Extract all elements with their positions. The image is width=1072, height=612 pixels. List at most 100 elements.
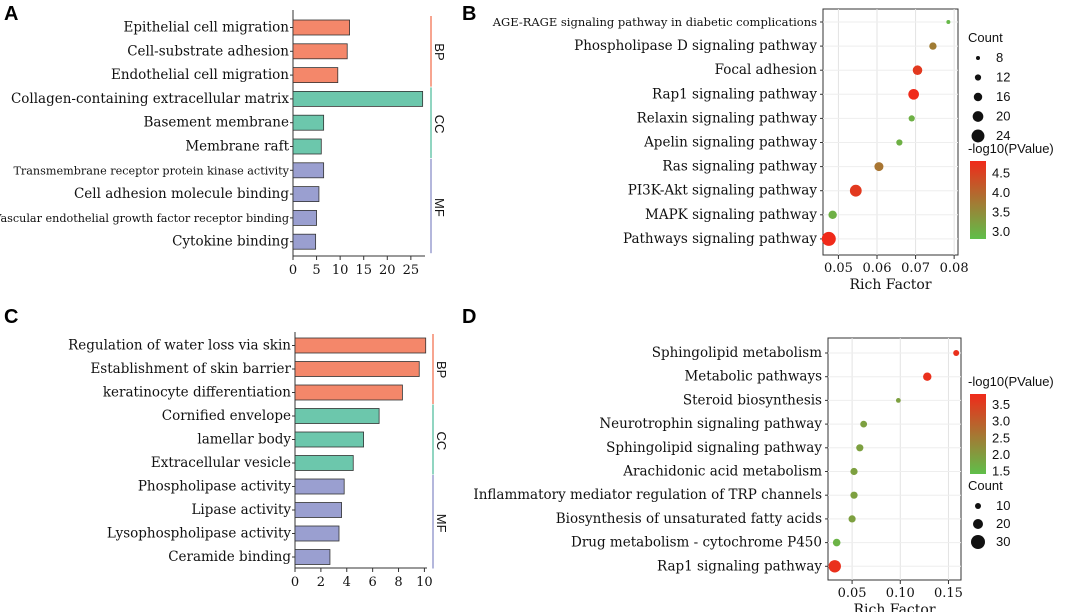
- bar: [292, 114, 325, 131]
- category-label: Vascular endothelial growth factor recep…: [0, 212, 289, 225]
- bubble-point: [874, 162, 884, 172]
- pathway-label: Ras signaling pathway: [662, 159, 817, 175]
- size-legend-title: Count: [968, 478, 1003, 493]
- pathway-label: Rap1 signaling pathway: [652, 86, 817, 102]
- bar: [292, 186, 320, 203]
- size-legend-dot: [974, 74, 982, 81]
- bubble-point: [821, 231, 836, 246]
- plot-area: [827, 337, 962, 581]
- color-legend-label: 2.0: [992, 447, 1010, 462]
- x-tick-label: 0.08: [940, 261, 969, 276]
- x-axis-title: Rich Factor: [853, 602, 935, 612]
- x-tick-label: 0.10: [886, 586, 915, 601]
- chart-a-go-enrichment-bar: 0 5 10 15 20 25 Epithelial cell migration Cell-…: [0, 10, 447, 278]
- size-legend-label: 20: [996, 109, 1010, 124]
- bar: [292, 162, 325, 179]
- pathway-label: Biosynthesis of unsaturated fatty acids: [556, 511, 822, 527]
- category-label: Cell-substrate adhesion: [127, 43, 289, 59]
- category-label: Cornified envelope: [162, 408, 291, 424]
- pathway-label: Drug metabolism - cytochrome P450: [571, 535, 822, 551]
- size-legend-dot: [973, 519, 983, 529]
- color-legend-label: 4.5: [992, 166, 1010, 181]
- bubble-point: [923, 372, 932, 381]
- color-legend-label: 3.0: [992, 414, 1010, 429]
- bar: [294, 525, 340, 542]
- x-tick-label: 4: [343, 575, 351, 590]
- category-label: keratinocyte differentiation: [103, 385, 291, 401]
- size-legend-dot: [972, 111, 984, 122]
- color-legend-label: 2.5: [992, 430, 1010, 445]
- pathway-label: AGE-RAGE signaling pathway in diabetic c…: [492, 15, 817, 29]
- bubble-point: [832, 538, 841, 547]
- category-label: Lipase activity: [191, 502, 291, 518]
- category-label: Membrane raft: [185, 139, 289, 155]
- pathway-label: Phospholipase D signaling pathway: [574, 38, 817, 54]
- x-tick-label: 5: [312, 263, 320, 278]
- bar: [294, 455, 354, 471]
- color-legend-gradient: [970, 394, 986, 474]
- color-legend-title: -log10(PValue): [968, 374, 1054, 389]
- category-label: Phospholipase activity: [138, 479, 292, 495]
- group-label: MF: [434, 514, 449, 533]
- bar: [294, 361, 420, 377]
- bubble-point: [895, 398, 901, 403]
- x-tick-label: 10: [332, 263, 349, 278]
- color-legend-label: 3.0: [992, 224, 1010, 239]
- panel-label-a: A: [4, 3, 18, 25]
- bubble-point: [850, 467, 858, 476]
- pathway-label: Focal adhesion: [715, 62, 818, 78]
- color-legend-label: 3.5: [992, 397, 1010, 412]
- bar: [294, 408, 380, 424]
- bubble-point: [908, 88, 919, 100]
- pathway-label: Sphingolipid metabolism: [652, 345, 822, 361]
- chart-b-kegg-bubble: 0.05 0.06 0.07 0.08 Rich Factor AGE-RAGE sign…: [492, 8, 1054, 293]
- category-label: Collagen-containing extracellular matrix: [11, 91, 289, 107]
- color-legend-title: -log10(PValue): [968, 141, 1054, 156]
- pathway-label: Steroid biosynthesis: [683, 392, 822, 408]
- x-tick-label: 0.07: [901, 261, 930, 276]
- bubble-point: [908, 115, 915, 122]
- group-label: CC: [432, 115, 447, 134]
- pathway-label: Pathways signaling pathway: [623, 231, 817, 247]
- bubble-point: [848, 515, 856, 523]
- bar: [294, 478, 345, 495]
- size-legend-label: 30: [996, 534, 1010, 549]
- bubble-point: [828, 560, 841, 573]
- category-label: Basement membrane: [143, 115, 289, 131]
- bubble-point: [828, 210, 837, 220]
- size-legend-title: Count: [968, 30, 1003, 45]
- plot-area: [822, 8, 959, 256]
- x-tick-label: 10: [416, 575, 433, 590]
- x-tick-label: 6: [369, 575, 377, 590]
- panel-label-b: B: [462, 3, 476, 25]
- x-tick-label: 0.06: [863, 261, 892, 276]
- chart-c-go-enrichment-bar: 0 2 4 6 8 10 Regulation of water loss via skin…: [68, 332, 449, 590]
- bubble-point: [896, 139, 903, 146]
- bubble-point: [850, 491, 858, 499]
- group-label: BP: [434, 361, 449, 378]
- pathway-label: Neurotrophin signaling pathway: [599, 416, 822, 432]
- bar: [292, 91, 424, 107]
- size-legend-dot: [975, 503, 981, 509]
- bar: [292, 43, 348, 60]
- color-legend-label: 1.5: [992, 464, 1010, 479]
- size-legend-label: 10: [996, 498, 1010, 513]
- group-label: CC: [434, 432, 449, 451]
- pathway-label: Apelin signaling pathway: [643, 135, 817, 151]
- bubble-point: [929, 42, 937, 50]
- category-label: Extracellular vesicle: [151, 455, 291, 471]
- category-label: Regulation of water loss via skin: [68, 338, 291, 354]
- pathway-label: Metabolic pathways: [684, 369, 822, 385]
- pathway-label: Arachidonic acid metabolism: [622, 464, 822, 480]
- size-legend-label: 24: [996, 128, 1010, 143]
- bar: [294, 502, 342, 518]
- category-label: Ceramide binding: [168, 549, 291, 565]
- color-legend-gradient: [970, 161, 986, 239]
- size-legend-label: 16: [996, 89, 1010, 104]
- bar: [294, 549, 331, 565]
- bar: [292, 209, 317, 226]
- bar: [294, 431, 364, 448]
- x-tick-label: 2: [317, 575, 325, 590]
- x-tick-label: 8: [394, 575, 402, 590]
